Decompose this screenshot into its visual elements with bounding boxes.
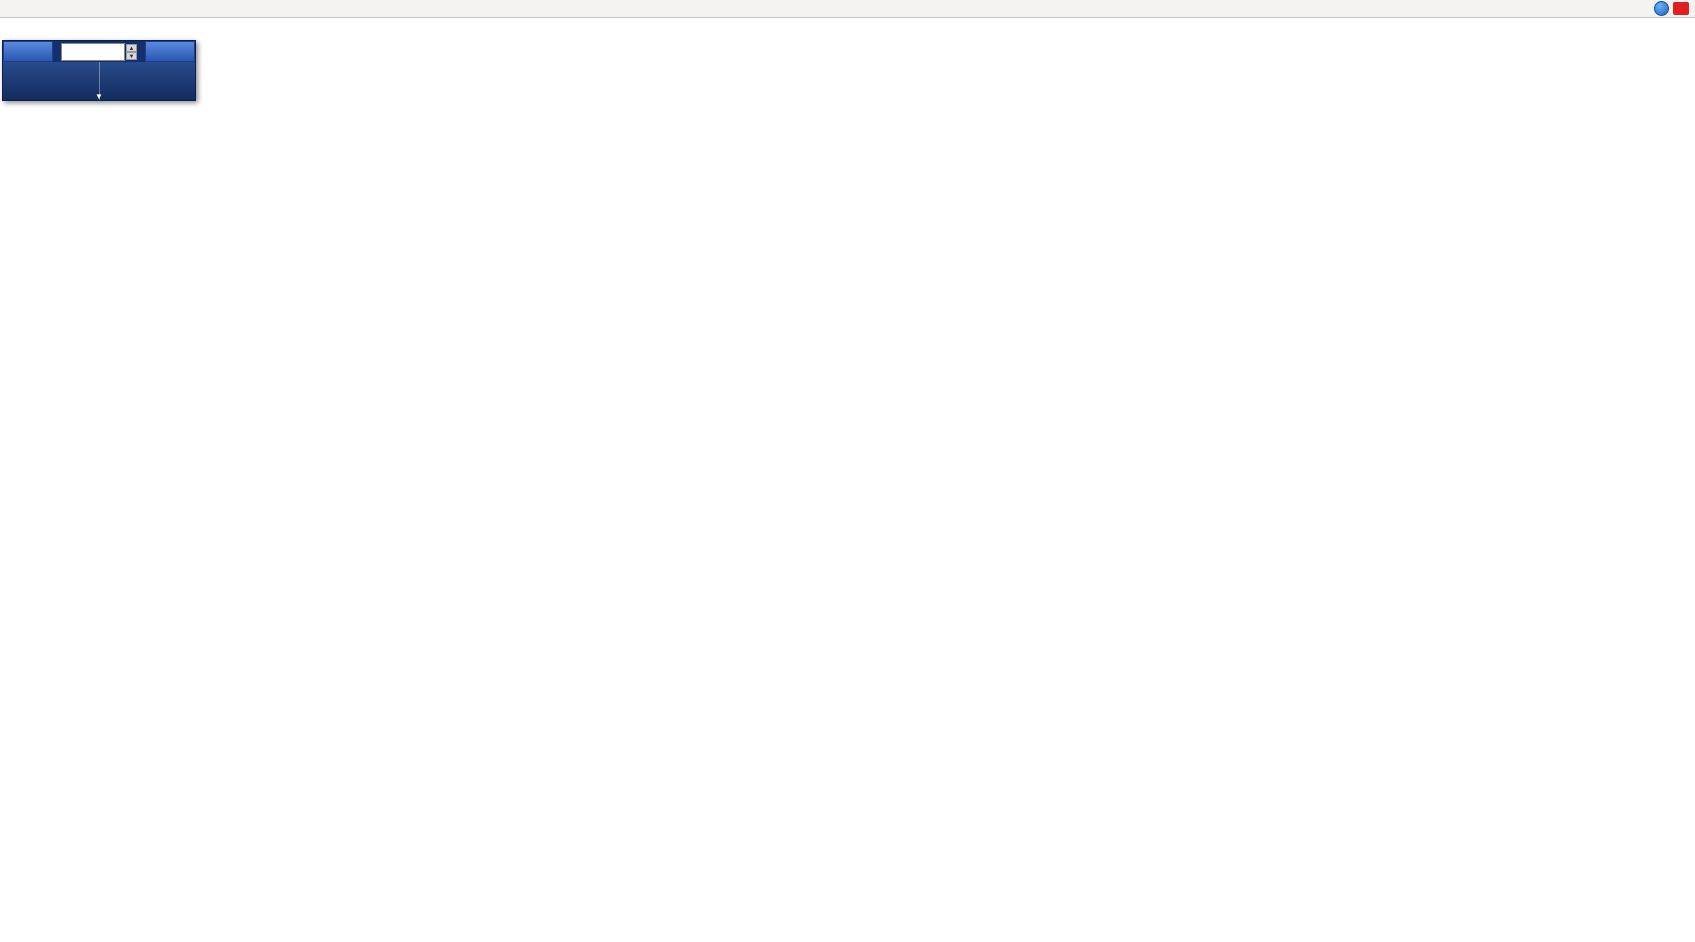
toolbar-right bbox=[1654, 1, 1691, 16]
rsi-header bbox=[4, 700, 18, 744]
lot-size-input[interactable] bbox=[61, 42, 125, 61]
one-click-trade-panel: ▲ ▼ ▼ bbox=[2, 40, 196, 101]
search-icon[interactable] bbox=[1654, 1, 1669, 16]
bid-quote[interactable] bbox=[3, 62, 100, 100]
sell-button[interactable] bbox=[3, 41, 53, 62]
macd-value-main bbox=[15, 565, 18, 576]
buy-button[interactable] bbox=[145, 41, 195, 62]
panel-collapse-icon[interactable]: ▼ bbox=[95, 92, 103, 101]
trade-panel-top-row: ▲ ▼ bbox=[3, 41, 195, 62]
lot-spin-up-icon[interactable]: ▲ bbox=[126, 43, 137, 52]
lot-spin-down-icon[interactable]: ▼ bbox=[126, 51, 137, 60]
trade-panel-quotes: ▼ bbox=[3, 62, 196, 101]
notification-badge[interactable] bbox=[1673, 2, 1689, 15]
ask-quote[interactable] bbox=[100, 62, 196, 100]
lot-spinner: ▲ ▼ bbox=[126, 43, 137, 60]
macd-header bbox=[4, 543, 18, 598]
rsi-value bbox=[15, 722, 18, 733]
toolbar bbox=[0, 0, 1695, 18]
macd-value-signal bbox=[15, 576, 18, 587]
lot-size-group: ▲ ▼ bbox=[53, 41, 145, 62]
